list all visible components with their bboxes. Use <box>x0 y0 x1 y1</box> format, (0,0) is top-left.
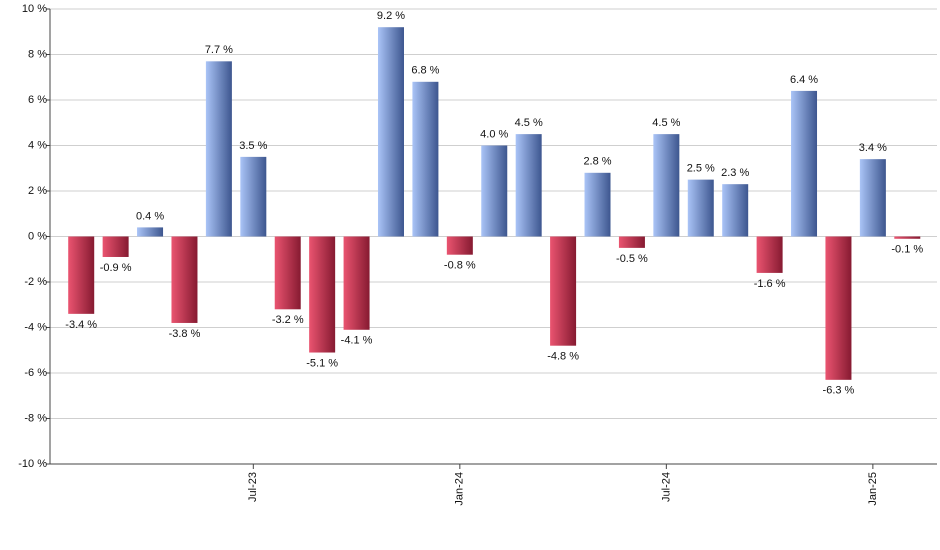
value-label: 2.8 % <box>583 156 611 168</box>
bar <box>894 236 921 239</box>
value-label: -0.5 % <box>616 253 648 265</box>
bar <box>446 236 473 255</box>
value-label: -3.2 % <box>272 314 304 326</box>
bar <box>791 90 818 237</box>
value-label: 2.3 % <box>721 167 749 179</box>
bar <box>274 236 301 310</box>
value-label: 4.5 % <box>652 117 680 129</box>
bar <box>515 134 542 237</box>
bar <box>240 156 267 237</box>
x-tick-label: Jan-24 <box>454 472 466 506</box>
value-label: 2.5 % <box>687 163 715 175</box>
bar <box>859 159 886 237</box>
y-tick-label: -8 % <box>24 412 47 424</box>
y-tick-label: -2 % <box>24 276 47 288</box>
value-label: 3.5 % <box>239 140 267 152</box>
y-tick-label: 2 % <box>28 185 47 197</box>
value-label: -3.4 % <box>65 319 97 331</box>
bar <box>412 81 439 237</box>
bar <box>653 134 680 237</box>
y-tick-label: 0 % <box>28 230 47 242</box>
value-label: -5.1 % <box>306 357 338 369</box>
bar <box>137 227 164 237</box>
x-tick-label: Jul-23 <box>247 472 259 502</box>
bar <box>825 236 852 380</box>
value-label: -3.8 % <box>169 328 201 340</box>
value-label: -4.8 % <box>547 351 579 363</box>
value-label: 6.8 % <box>411 65 439 77</box>
y-tick-label: -10 % <box>18 458 47 470</box>
y-tick-label: 4 % <box>28 139 47 151</box>
value-label: 9.2 % <box>377 10 405 22</box>
bar <box>584 172 611 237</box>
value-label: -0.1 % <box>891 244 923 256</box>
x-tick-label: Jan-25 <box>867 472 879 506</box>
value-label: 7.7 % <box>205 44 233 56</box>
bar <box>343 236 370 330</box>
bar <box>309 236 336 353</box>
bar <box>687 179 714 237</box>
value-label: -0.9 % <box>100 262 132 274</box>
y-tick-label: -4 % <box>24 321 47 333</box>
value-label: 4.0 % <box>480 128 508 140</box>
value-label: -0.8 % <box>444 260 476 272</box>
bar <box>618 236 645 248</box>
value-label: -1.6 % <box>754 278 786 290</box>
bar <box>102 236 129 257</box>
value-label: 4.5 % <box>515 117 543 129</box>
value-label: -6.3 % <box>823 385 855 397</box>
bar <box>171 236 198 323</box>
bar <box>68 236 95 314</box>
bar <box>377 27 404 237</box>
y-tick-label: 8 % <box>28 48 47 60</box>
y-tick-label: 6 % <box>28 94 47 106</box>
y-tick-label: 10 % <box>22 3 47 15</box>
value-label: 0.4 % <box>136 210 164 222</box>
bar <box>722 184 749 237</box>
bar <box>481 145 508 237</box>
x-tick-label: Jul-24 <box>660 472 672 502</box>
value-label: 6.4 % <box>790 74 818 86</box>
y-tick-label: -6 % <box>24 367 47 379</box>
value-label: 3.4 % <box>859 142 887 154</box>
bar <box>205 61 232 237</box>
bar <box>756 236 783 273</box>
value-label: -4.1 % <box>341 335 373 347</box>
bar <box>550 236 577 346</box>
